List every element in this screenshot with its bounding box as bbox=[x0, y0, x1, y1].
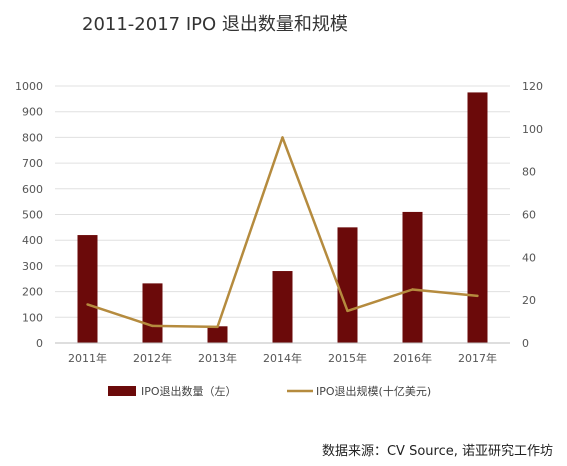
line-point bbox=[411, 288, 414, 291]
bar bbox=[272, 271, 293, 343]
y-left-tick-label: 300 bbox=[22, 260, 43, 273]
y-right-tick-label: 120 bbox=[522, 80, 543, 93]
bar bbox=[467, 92, 488, 343]
x-tick-label: 2014年 bbox=[263, 351, 302, 365]
bar bbox=[207, 326, 228, 343]
y-left-tick-label: 1000 bbox=[15, 80, 43, 93]
legend: IPO退出数量（左） IPO退出规模(十亿美元) bbox=[108, 384, 431, 398]
x-tick-label: 2011年 bbox=[68, 351, 107, 365]
line-point bbox=[281, 136, 284, 139]
bar bbox=[77, 235, 98, 343]
bar bbox=[142, 283, 163, 343]
line-point bbox=[86, 303, 89, 306]
y-right-tick-label: 40 bbox=[522, 251, 536, 264]
y-left-tick-label: 500 bbox=[22, 209, 43, 222]
y-left-tick-label: 200 bbox=[22, 286, 43, 299]
y-right-tick-label: 20 bbox=[522, 294, 536, 307]
bar bbox=[402, 211, 423, 343]
bars-layer bbox=[77, 92, 488, 343]
line-point bbox=[346, 309, 349, 313]
y-left-tick-label: 600 bbox=[22, 183, 43, 196]
x-tick-label: 2012年 bbox=[133, 351, 172, 365]
y-right-tick-label: 100 bbox=[522, 123, 543, 136]
chart-title: 2011-2017 IPO 退出数量和规模 bbox=[82, 14, 348, 35]
legend-label-line: IPO退出规模(十亿美元) bbox=[316, 384, 431, 398]
x-tick-label: 2013年 bbox=[198, 351, 237, 365]
y-left-tick-label: 100 bbox=[22, 311, 43, 324]
line-layer bbox=[86, 136, 479, 329]
y-left-tick-label: 800 bbox=[22, 131, 43, 144]
x-tick-label: 2017年 bbox=[458, 351, 497, 365]
line-point bbox=[216, 325, 219, 329]
y-left-tick-label: 700 bbox=[22, 157, 43, 170]
legend-label-bar: IPO退出数量（左） bbox=[141, 384, 237, 398]
x-tick-label: 2016年 bbox=[393, 351, 432, 365]
source-note: 数据来源：CV Source, 诺亚研究工作坊 bbox=[321, 444, 553, 459]
line-point bbox=[476, 294, 479, 298]
y-right-tick-label: 0 bbox=[522, 337, 529, 350]
x-tick-label: 2015年 bbox=[328, 351, 367, 365]
bar bbox=[337, 227, 358, 343]
y-right-tick-label: 60 bbox=[522, 209, 536, 222]
legend-swatch-bar bbox=[108, 386, 136, 396]
axis-layer: 0 100 200 300 400 500 600 700 800 900 1000 0 20 40 60 8… bbox=[15, 80, 543, 365]
y-right-tick-label: 80 bbox=[522, 166, 536, 179]
y-left-tick-label: 0 bbox=[36, 337, 43, 350]
line-point bbox=[151, 324, 154, 328]
y-left-tick-label: 400 bbox=[22, 234, 43, 247]
y-left-tick-label: 900 bbox=[22, 106, 43, 119]
